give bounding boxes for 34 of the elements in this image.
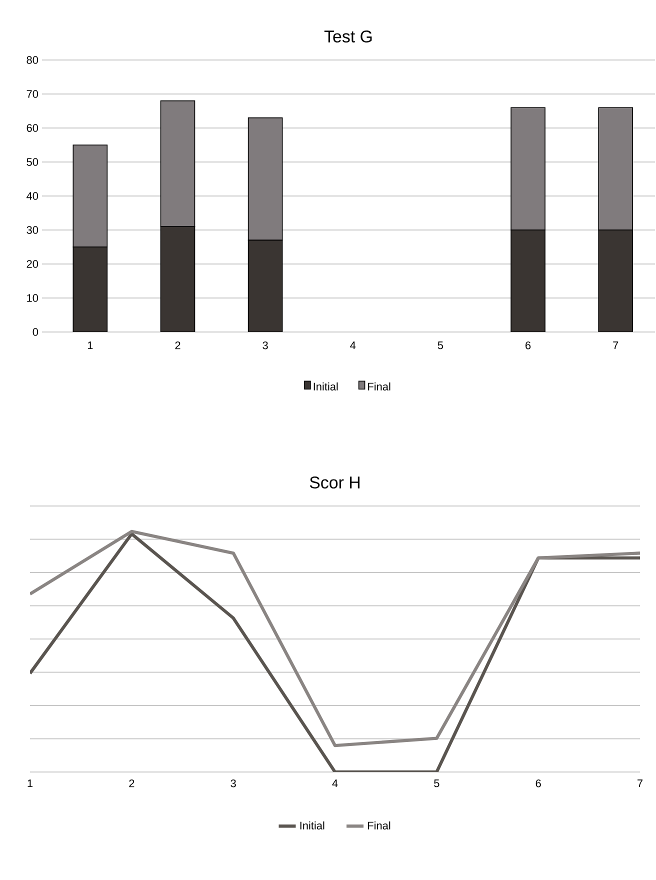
x-tick-label: 1: [28, 780, 33, 788]
x-tick-label: 5: [434, 780, 440, 788]
y-tick-label: 30: [26, 226, 38, 234]
x-tick-label: 4: [332, 780, 338, 788]
y-tick-label: 40: [26, 192, 38, 200]
x-tick-label: 3: [230, 780, 236, 788]
legend-label: Final: [368, 821, 390, 830]
x-tick-label: 6: [526, 342, 531, 350]
bar: [598, 230, 633, 332]
y-tick-label: 20: [26, 260, 38, 268]
y-tick-label: 80: [26, 56, 38, 64]
bar: [72, 246, 108, 332]
x-tick-label: 5: [438, 342, 444, 350]
x-tick-label: 1: [88, 342, 93, 350]
bar: [160, 226, 196, 332]
chart-title: Scor H: [310, 476, 360, 489]
bar: [510, 230, 546, 332]
x-tick-label: 6: [536, 780, 541, 788]
chart-title: Test G: [324, 30, 372, 43]
y-tick-label: 50: [26, 158, 38, 166]
legend-label: Initial: [300, 821, 324, 830]
y-tick-label: 60: [26, 124, 38, 132]
y-tick-label: 0: [32, 328, 38, 336]
legend-label: Initial: [314, 382, 338, 390]
y-tick-label: 70: [26, 90, 38, 98]
x-tick-label: 7: [613, 342, 618, 350]
x-tick-label: 4: [350, 342, 356, 350]
x-tick-label: 3: [262, 342, 268, 350]
x-tick-label: 2: [175, 342, 180, 350]
bar: [248, 240, 283, 332]
y-tick-label: 10: [27, 294, 38, 302]
x-tick-label: 2: [129, 780, 134, 788]
x-tick-label: 7: [638, 780, 643, 788]
legend-label: Final: [368, 382, 390, 390]
